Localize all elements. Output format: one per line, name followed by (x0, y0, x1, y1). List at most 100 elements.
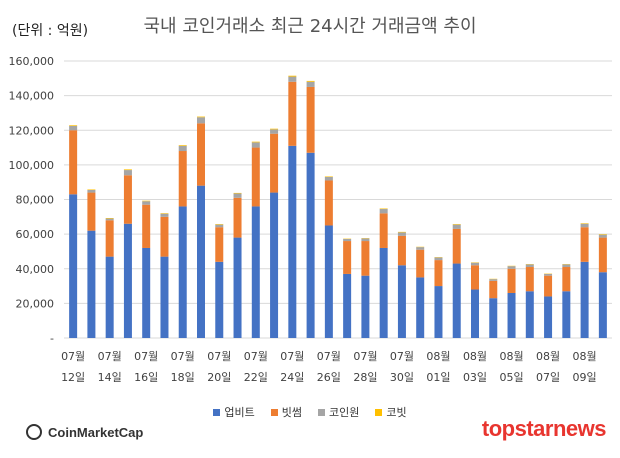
bar-segment (452, 228, 461, 264)
x-tick-label-day: 30일 (390, 370, 414, 384)
x-tick-label-day: 12일 (61, 370, 85, 384)
y-tick-label: 80,000 (16, 194, 55, 207)
bar-segment (544, 296, 553, 338)
bar-segment (197, 123, 205, 186)
legend-item-upbit: 업비트 (213, 404, 255, 420)
bar-segment (379, 247, 388, 338)
legend-swatch-upbit (213, 408, 221, 416)
bar-segment (87, 189, 96, 193)
legend-item-bithumb: 빗썸 (270, 404, 302, 420)
bar-segment (142, 200, 151, 202)
bar-segment (142, 247, 151, 338)
bar-segment (544, 273, 553, 276)
bar-segment (434, 257, 443, 261)
bar-segment (471, 262, 479, 266)
bar-segment (123, 223, 132, 338)
bar-segment (525, 291, 534, 338)
bar-segment (69, 125, 78, 126)
y-tick-label: 120,000 (9, 124, 55, 137)
x-tick-label-month: 07월 (353, 350, 377, 363)
bar-segment (270, 192, 279, 338)
bar-segment (471, 265, 479, 290)
bar-segment (160, 256, 169, 338)
unit-label: (단위 : 억원) (12, 23, 89, 39)
x-tick-label-day: 03일 (463, 370, 487, 384)
bar-segment (69, 194, 78, 338)
bar-segment (361, 275, 370, 338)
bar-segment (598, 234, 607, 238)
bar-segment (306, 80, 315, 82)
bar-segment (452, 263, 461, 338)
x-tick-label-month: 08월 (536, 350, 560, 363)
bar-segment (507, 268, 516, 293)
bar-segment (525, 267, 534, 292)
bar-segment (397, 265, 406, 338)
bar-segment (507, 266, 516, 269)
x-tick-label-month: 07월 (280, 350, 304, 363)
y-tick-label: 140,000 (9, 90, 55, 103)
x-tick-label-month: 07월 (317, 350, 341, 363)
x-tick-label-month: 07월 (171, 350, 195, 363)
bar-segment (197, 185, 205, 338)
y-tick-label: 160,000 (9, 55, 55, 68)
legend-item-korbit: 코빗 (375, 404, 407, 420)
topstarnews-logo: topstarnews (481, 416, 607, 441)
bar-segment (306, 81, 315, 87)
bar-segment (251, 141, 260, 143)
bar-segment (87, 230, 96, 338)
x-tick-label-month: 07월 (98, 350, 122, 363)
bar-segment (580, 223, 589, 224)
bar-segment (69, 125, 78, 131)
bar-segment (288, 75, 297, 77)
x-tick-label-day: 26일 (317, 370, 341, 384)
legend-swatch-bithumb (270, 408, 278, 416)
coinmarketcap-logo: CoinMarketCap (26, 424, 143, 440)
bar-segment (598, 272, 607, 338)
bar-segment (160, 216, 169, 257)
bar-segment (580, 223, 589, 228)
bar-segment (306, 86, 315, 153)
x-tick-label-day: 20일 (207, 370, 231, 384)
y-tick-label: 20,000 (16, 297, 55, 310)
bar-segment (379, 209, 388, 214)
bar-segment (416, 247, 425, 250)
bar-segment (361, 241, 370, 276)
x-tick-label-month: 08월 (463, 350, 487, 363)
x-tick-label-day: 16일 (134, 370, 158, 384)
bar-segment (361, 238, 370, 242)
bar-segment (434, 286, 443, 338)
x-tick-label-day: 22일 (244, 370, 268, 384)
bar-segment (69, 130, 78, 195)
legend-label-korbit: 코빗 (386, 406, 407, 419)
bar-segment (379, 208, 388, 210)
bar-segment (489, 279, 498, 281)
x-tick-label-month: 07월 (244, 350, 268, 363)
bar-segment (233, 193, 242, 198)
bar-segment (142, 204, 151, 248)
bar-segment (306, 152, 315, 338)
coinmarketcap-icon (26, 424, 42, 440)
x-tick-label-day: 07일 (536, 370, 560, 384)
bar-segment (233, 197, 242, 238)
x-tick-label-month: 08월 (573, 350, 597, 363)
bar-segment (324, 225, 333, 338)
bar-segment (397, 235, 406, 266)
bar-segment (324, 176, 333, 177)
x-tick-label-month: 07월 (390, 350, 414, 363)
x-tick-label-day: 09일 (573, 370, 597, 384)
bar-segment (489, 298, 498, 338)
bar-segment (251, 142, 260, 148)
bar-segment (251, 206, 260, 338)
bar-segment (215, 224, 224, 225)
bar-segment (160, 213, 169, 214)
legend-label-bithumb: 빗썸 (281, 406, 302, 419)
bar-segment (324, 180, 333, 226)
bar-segment (123, 169, 132, 171)
x-tick-label-day: 14일 (98, 370, 122, 384)
bar-segment (397, 232, 406, 236)
chart-title: 국내 코인거래소 최근 24시간 거래금액 추이 (143, 16, 477, 37)
x-tick-label-day: 24일 (280, 370, 304, 384)
bar-segment (105, 220, 114, 257)
bar-segment (288, 81, 297, 146)
